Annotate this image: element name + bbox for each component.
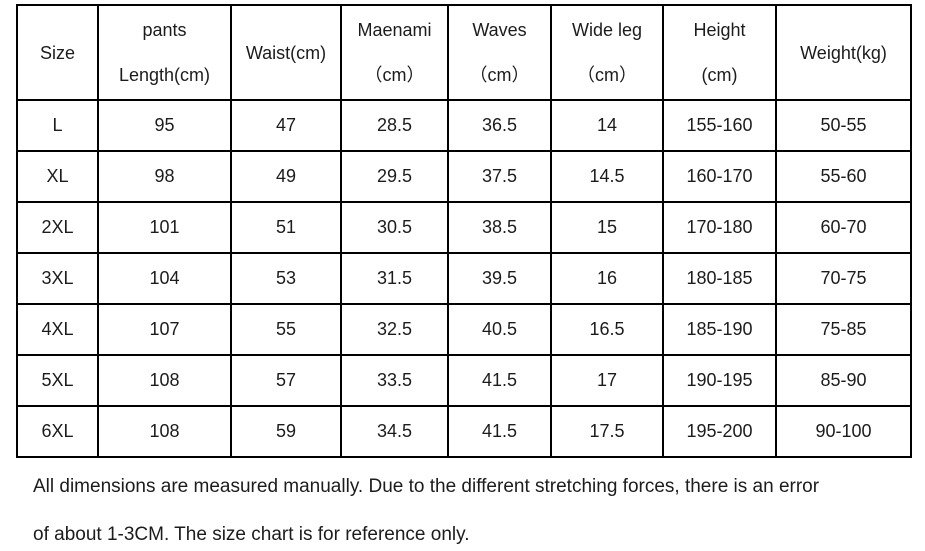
table-row-4xl: 4XL 107 55 32.5 40.5 16.5 185-190 75-85 bbox=[16, 303, 912, 356]
height-cell: 160-170 bbox=[662, 150, 777, 203]
table-row-5xl: 5XL 108 57 33.5 41.5 17 190-195 85-90 bbox=[16, 354, 912, 407]
waist-cell: 49 bbox=[230, 150, 342, 203]
header-cell-waves: Waves （cm） bbox=[447, 4, 552, 101]
header-label: pants bbox=[142, 20, 187, 40]
header-cell-waist: Waist(cm) bbox=[230, 4, 342, 101]
disclaimer-line-2: of about 1-3CM. The size chart is for re… bbox=[33, 524, 470, 545]
header-label: （cm） bbox=[577, 65, 637, 85]
height-cell: 190-195 bbox=[662, 354, 777, 407]
wide-leg-cell: 14.5 bbox=[550, 150, 664, 203]
waist-cell: 51 bbox=[230, 201, 342, 254]
wide-leg-cell: 16 bbox=[550, 252, 664, 305]
size-cell: XL bbox=[16, 150, 99, 203]
size-cell: 5XL bbox=[16, 354, 99, 407]
maenami-cell: 34.5 bbox=[340, 405, 449, 458]
header-cell-maenami: Maenami （cm） bbox=[340, 4, 449, 101]
header-label: Height bbox=[693, 20, 746, 40]
pants-length-cell: 104 bbox=[97, 252, 232, 305]
waves-cell: 40.5 bbox=[447, 303, 552, 356]
waves-cell: 39.5 bbox=[447, 252, 552, 305]
header-cell-weight: Weight(kg) bbox=[775, 4, 912, 101]
header-label: Size bbox=[39, 42, 75, 63]
weight-cell: 60-70 bbox=[775, 201, 912, 254]
header-label: Weight(kg) bbox=[800, 42, 887, 63]
size-cell: 4XL bbox=[16, 303, 99, 356]
disclaimer-note: All dimensions are measured manually. Du… bbox=[33, 474, 925, 548]
table-row-xl: XL 98 49 29.5 37.5 14.5 160-170 55-60 bbox=[16, 150, 912, 203]
header-cell-size: Size bbox=[16, 4, 99, 101]
wide-leg-cell: 14 bbox=[550, 99, 664, 152]
waist-cell: 55 bbox=[230, 303, 342, 356]
waist-cell: 57 bbox=[230, 354, 342, 407]
waves-cell: 41.5 bbox=[447, 405, 552, 458]
table-row-l: L 95 47 28.5 36.5 14 155-160 50-55 bbox=[16, 99, 912, 152]
size-cell: 6XL bbox=[16, 405, 99, 458]
pants-length-cell: 101 bbox=[97, 201, 232, 254]
weight-cell: 90-100 bbox=[775, 405, 912, 458]
header-label: Wide leg bbox=[571, 20, 643, 40]
weight-cell: 75-85 bbox=[775, 303, 912, 356]
maenami-cell: 28.5 bbox=[340, 99, 449, 152]
maenami-cell: 30.5 bbox=[340, 201, 449, 254]
header-row: Size pants Length(cm) Waist(cm) Maenami （c… bbox=[16, 4, 912, 101]
height-cell: 195-200 bbox=[662, 405, 777, 458]
header-cell-wide-leg: Wide leg （cm） bbox=[550, 4, 664, 101]
wide-leg-cell: 17 bbox=[550, 354, 664, 407]
header-label: （cm） bbox=[469, 65, 530, 85]
pants-length-cell: 108 bbox=[97, 405, 232, 458]
pants-length-cell: 107 bbox=[97, 303, 232, 356]
header-label: （cm） bbox=[364, 65, 425, 85]
size-cell: L bbox=[16, 99, 99, 152]
height-cell: 170-180 bbox=[662, 201, 777, 254]
size-chart-table: Size pants Length(cm) Waist(cm) Maenami （c… bbox=[16, 4, 912, 458]
wide-leg-cell: 16.5 bbox=[550, 303, 664, 356]
size-cell: 3XL bbox=[16, 252, 99, 305]
waist-cell: 59 bbox=[230, 405, 342, 458]
header-label: Maenami bbox=[357, 20, 432, 40]
wide-leg-cell: 17.5 bbox=[550, 405, 664, 458]
pants-length-cell: 95 bbox=[97, 99, 232, 152]
weight-cell: 55-60 bbox=[775, 150, 912, 203]
waves-cell: 36.5 bbox=[447, 99, 552, 152]
maenami-cell: 29.5 bbox=[340, 150, 449, 203]
header-cell-pants-length: pants Length(cm) bbox=[97, 4, 232, 101]
table-row-3xl: 3XL 104 53 31.5 39.5 16 180-185 70-75 bbox=[16, 252, 912, 305]
header-label: Waves bbox=[472, 20, 527, 40]
header-label: Waist(cm) bbox=[245, 42, 327, 63]
height-cell: 185-190 bbox=[662, 303, 777, 356]
wide-leg-cell: 15 bbox=[550, 201, 664, 254]
waves-cell: 38.5 bbox=[447, 201, 552, 254]
height-cell: 155-160 bbox=[662, 99, 777, 152]
size-cell: 2XL bbox=[16, 201, 99, 254]
maenami-cell: 32.5 bbox=[340, 303, 449, 356]
disclaimer-line-1: All dimensions are measured manually. Du… bbox=[33, 476, 820, 497]
maenami-cell: 31.5 bbox=[340, 252, 449, 305]
table-row-6xl: 6XL 108 59 34.5 41.5 17.5 195-200 90-100 bbox=[16, 405, 912, 458]
waist-cell: 53 bbox=[230, 252, 342, 305]
weight-cell: 85-90 bbox=[775, 354, 912, 407]
header-label: (cm) bbox=[701, 65, 738, 85]
waves-cell: 37.5 bbox=[447, 150, 552, 203]
table-row-2xl: 2XL 101 51 30.5 38.5 15 170-180 60-70 bbox=[16, 201, 912, 254]
waves-cell: 41.5 bbox=[447, 354, 552, 407]
maenami-cell: 33.5 bbox=[340, 354, 449, 407]
weight-cell: 50-55 bbox=[775, 99, 912, 152]
weight-cell: 70-75 bbox=[775, 252, 912, 305]
header-cell-height: Height (cm) bbox=[662, 4, 777, 101]
height-cell: 180-185 bbox=[662, 252, 777, 305]
waist-cell: 47 bbox=[230, 99, 342, 152]
header-label: Length(cm) bbox=[118, 65, 211, 85]
pants-length-cell: 108 bbox=[97, 354, 232, 407]
pants-length-cell: 98 bbox=[97, 150, 232, 203]
